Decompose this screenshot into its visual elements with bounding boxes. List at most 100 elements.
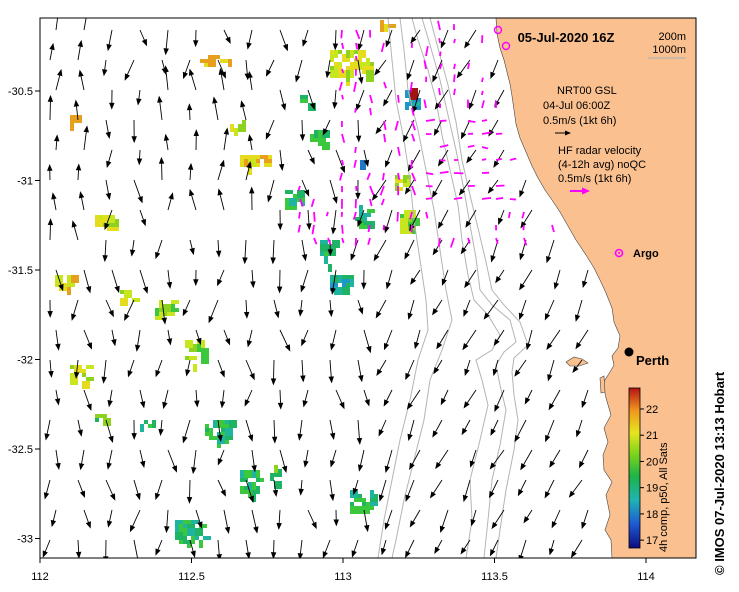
perth-label: Perth [636, 353, 669, 368]
radar-arrow [481, 146, 489, 150]
sst-pixel [300, 95, 308, 99]
model-arrow-head [162, 401, 168, 410]
model-arrow-head [466, 156, 473, 164]
model-arrow-head [106, 43, 112, 52]
model-arrow-head [548, 402, 555, 411]
model-arrow-head [182, 436, 188, 444]
model-arrow-head [271, 436, 278, 444]
radar-arrow [453, 74, 456, 83]
radar-arrow [299, 198, 304, 207]
credit-label: © IMOS 07-Jul-2020 13:13 Hobart [712, 371, 727, 575]
radar-arrow [311, 224, 315, 235]
model-arrow-head [409, 520, 416, 528]
sst-pixel [217, 444, 221, 448]
sst-pixel [350, 50, 354, 58]
model-arrow-head [433, 128, 440, 136]
sst-pixel [359, 205, 363, 213]
model-arrow-head [435, 461, 442, 470]
radar-arrow [297, 185, 301, 192]
model-arrow-head [517, 488, 524, 497]
sst-pixel [183, 524, 187, 528]
sst-pixel [289, 198, 297, 206]
argo-floats [493, 25, 511, 51]
model-arrow-head [490, 71, 496, 80]
sst-pixel [171, 300, 179, 304]
model-arrow-head [57, 68, 63, 77]
sst-pixel [191, 520, 199, 524]
sst-pixel [417, 106, 421, 110]
model-arrow-head [519, 283, 526, 291]
model-arrow-head [434, 546, 440, 555]
model-arrow-head [306, 223, 312, 231]
model-arrow-head [193, 40, 199, 48]
model-arrow-head [309, 157, 315, 165]
sst-pixel [314, 130, 318, 138]
model-arrow-head [224, 338, 231, 346]
model-arrow-head [351, 550, 357, 558]
model-arrow-head [73, 371, 80, 379]
colorbar-tick-label: 17 [646, 535, 658, 547]
model-arrow-head [277, 402, 284, 410]
model-arrow-head [356, 437, 363, 445]
colorbar [628, 387, 641, 549]
model-arrow-head [73, 99, 80, 107]
radar-arrow [366, 172, 371, 181]
model-arrow-head [384, 522, 390, 530]
model-arrow-head [163, 133, 170, 141]
model-arrow-head [378, 429, 384, 437]
sst-pixel [400, 214, 404, 218]
model-arrow-head [405, 494, 411, 502]
argo-float [493, 25, 503, 35]
sst-pixel [209, 436, 217, 440]
model-arrow-head [182, 308, 189, 317]
radar-arrow [327, 237, 332, 246]
model-arrow-head [339, 401, 345, 410]
sst-pixel [179, 540, 183, 544]
radar-arrow [551, 224, 555, 233]
radar-arrow [509, 157, 517, 161]
sst-pixel [334, 50, 338, 54]
sst-pixel [367, 213, 371, 217]
sst-pixel [225, 440, 229, 444]
model-arrow-head [470, 518, 476, 527]
model-arrow-head [329, 493, 335, 502]
model-arrow-head [493, 160, 500, 168]
sst-pixel [320, 244, 328, 252]
radar-arrow [310, 198, 315, 208]
sst-pixel [332, 244, 336, 252]
model-arrow-head [578, 460, 585, 469]
model-arrow-head [224, 526, 231, 534]
sst-pixel [252, 470, 256, 478]
sst-pixel [185, 356, 189, 360]
radar-arrow [313, 211, 316, 222]
sst-pixel [412, 230, 416, 234]
sst-pixel [187, 528, 195, 536]
sst-pixel [324, 256, 328, 264]
radar-arrow [521, 211, 525, 219]
sst-pixel [338, 275, 342, 283]
model-arrow-head [218, 67, 225, 76]
sst-pixel [346, 66, 350, 70]
model-arrow-head [462, 342, 469, 351]
radar-arrow [439, 170, 449, 174]
sst-pixel [285, 202, 289, 210]
sst-pixel [417, 98, 421, 102]
sst-pixel [360, 160, 366, 170]
radar-legend-label: HF radar velocity [558, 145, 642, 157]
model-arrow-head [374, 68, 381, 76]
model-arrow-head [357, 464, 364, 472]
y-tick-label: -31.5 [8, 265, 33, 277]
sst-pixel [197, 348, 205, 352]
model-arrow-head [106, 462, 112, 470]
model-arrow-head [404, 252, 410, 260]
model-arrow-head [355, 103, 362, 111]
sst-pixel [408, 214, 416, 218]
model-arrow-head [141, 38, 148, 47]
sst-pixel [320, 240, 328, 244]
model-arrow-head [303, 189, 310, 197]
sst-pixel [191, 536, 195, 544]
sst-pixel [366, 58, 370, 62]
radar-arrow [397, 146, 401, 157]
sst-pixel [240, 478, 248, 482]
radar-arrow [481, 119, 488, 122]
